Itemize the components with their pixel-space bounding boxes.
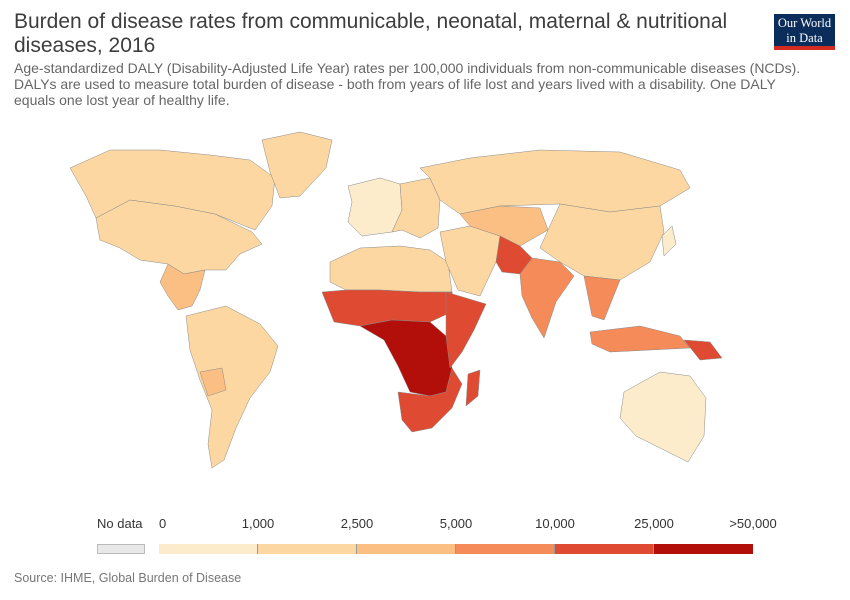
map-region-russia[interactable] bbox=[419, 149, 691, 215]
logo-line-1: Our World bbox=[777, 16, 832, 30]
chart-title: Burden of disease rates from communicabl… bbox=[14, 10, 728, 57]
legend-threshold-label: 1,000 bbox=[241, 516, 275, 531]
map-region-southeast-asia[interactable] bbox=[583, 275, 621, 321]
map-region-southern-africa[interactable] bbox=[397, 367, 463, 433]
map-region-north-africa[interactable] bbox=[329, 245, 453, 293]
map-region-central-asia[interactable] bbox=[459, 205, 549, 247]
map-region-madagascar[interactable] bbox=[465, 369, 481, 407]
map-region-greenland[interactable] bbox=[261, 131, 333, 199]
legend-threshold-label: 10,000 bbox=[535, 516, 575, 531]
map-region-australia[interactable] bbox=[619, 371, 707, 463]
map-region-papua-new-guinea[interactable] bbox=[683, 339, 723, 361]
legend-threshold-label: 2,500 bbox=[340, 516, 374, 531]
source-note: Source: IHME, Global Burden of Disease bbox=[14, 571, 242, 585]
map-region-central-africa[interactable] bbox=[359, 319, 453, 397]
map-region-bolivia[interactable] bbox=[199, 367, 227, 397]
legend-color-swatch bbox=[159, 544, 258, 554]
map-region-india[interactable] bbox=[519, 257, 575, 339]
map-region-east-africa[interactable] bbox=[445, 291, 487, 369]
legend-color-swatch bbox=[456, 544, 555, 554]
owid-logo[interactable]: Our World in Data bbox=[774, 14, 835, 50]
legend-color-swatch bbox=[258, 544, 357, 554]
logo-line-2: in Data bbox=[786, 31, 823, 45]
legend-threshold-label: 5,000 bbox=[439, 516, 473, 531]
legend-threshold-label: 25,000 bbox=[634, 516, 674, 531]
legend-no-data-label: No data bbox=[97, 516, 143, 531]
legend-color-swatch bbox=[654, 544, 753, 554]
map-region-indonesia[interactable] bbox=[589, 325, 691, 353]
legend-color-swatch bbox=[357, 544, 456, 554]
map-region-china[interactable] bbox=[539, 203, 665, 281]
chart-subtitle: Age-standardized DALY (Disability-Adjust… bbox=[14, 60, 801, 108]
map-region-japan[interactable] bbox=[661, 225, 677, 257]
legend-color-swatch bbox=[555, 544, 654, 554]
legend-threshold-label: >50,000 bbox=[729, 516, 777, 531]
map-region-canada[interactable] bbox=[69, 149, 276, 231]
map-region-central-america[interactable] bbox=[159, 263, 206, 311]
legend-no-data-swatch bbox=[97, 544, 145, 554]
legend-threshold-label: 0 bbox=[159, 516, 167, 531]
map-region-south-america[interactable] bbox=[185, 305, 279, 469]
